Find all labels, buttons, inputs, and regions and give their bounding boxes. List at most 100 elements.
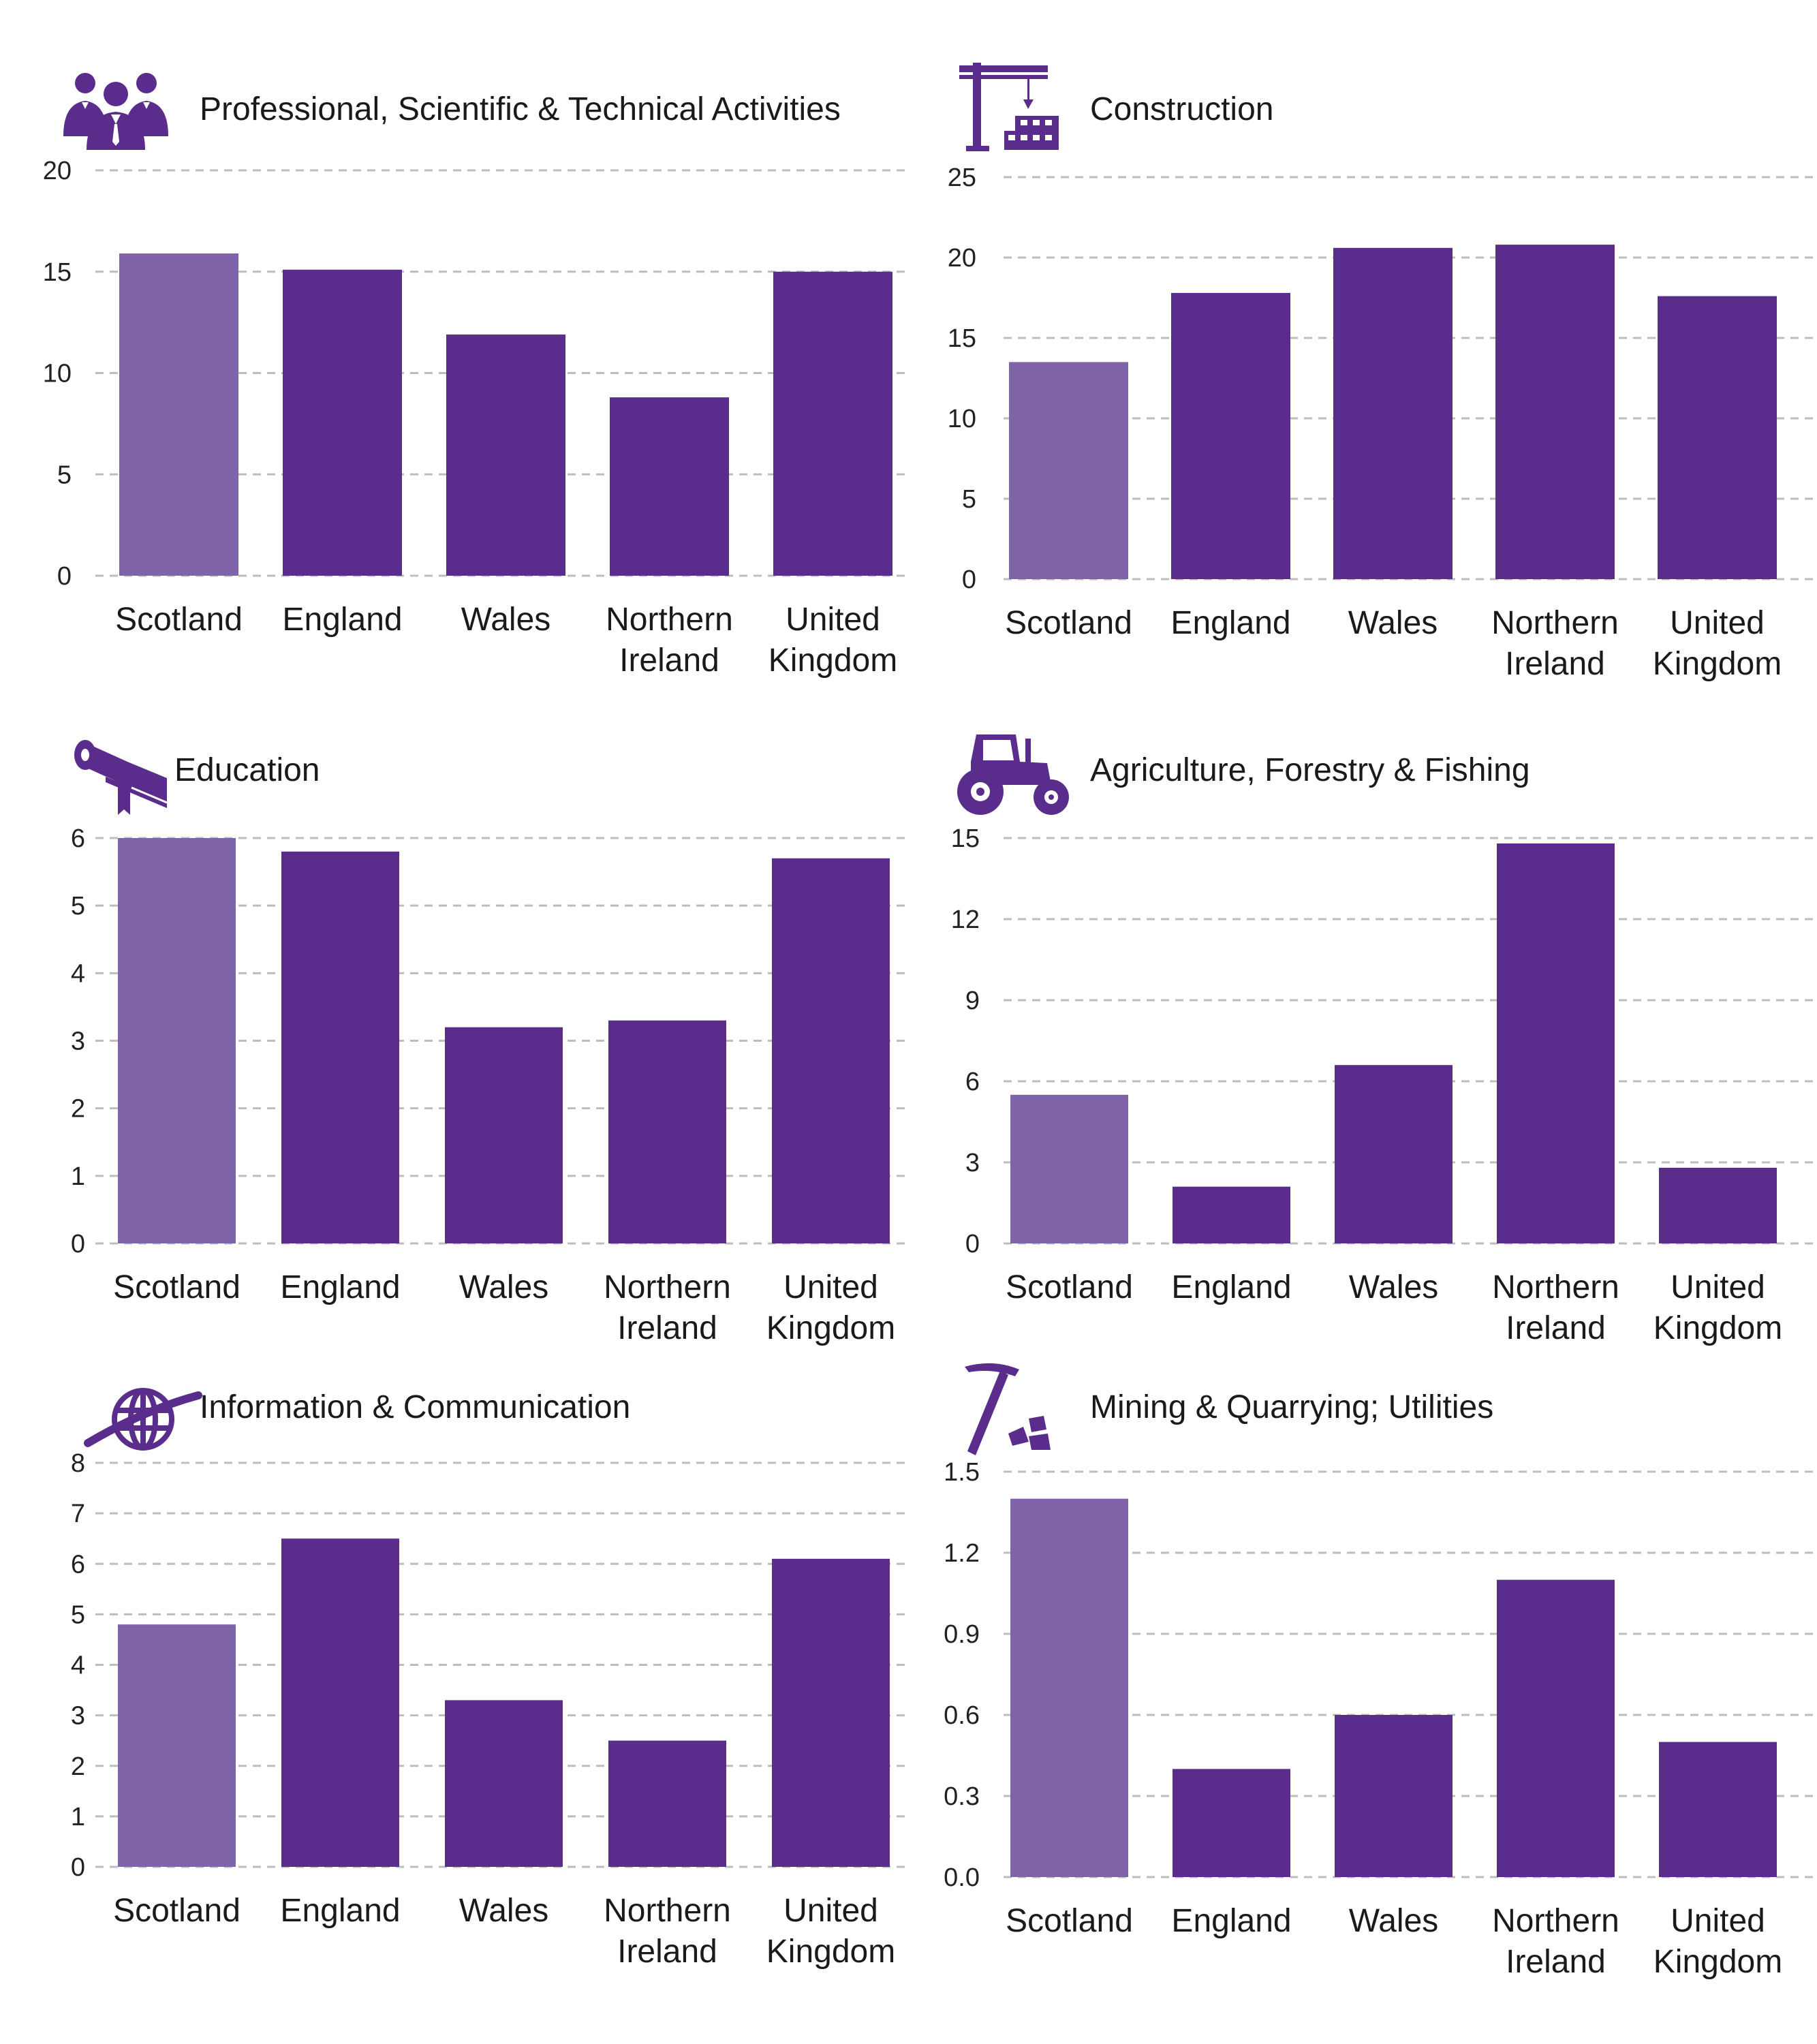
chart-panel-education: Education 0 1 2 3 4 5 6 Scotland England Wales Nor… <box>0 668 908 1346</box>
chart-panel-construction: Construction 0 5 10 15 20 25 Scotland England Wa… <box>908 0 1816 682</box>
x-category-label: United Kingdom <box>1653 1903 1782 1980</box>
bar <box>1171 292 1290 579</box>
y-tick-label: 12 <box>951 905 980 934</box>
x-category-label: Scotland <box>1005 605 1132 641</box>
y-tick-label: 6 <box>71 1550 85 1579</box>
bar <box>1010 1094 1128 1243</box>
bar <box>118 838 236 1243</box>
y-tick-label: 1.2 <box>944 1539 980 1568</box>
y-tick-label: 10 <box>43 360 72 388</box>
y-tick-label: 4 <box>71 959 85 988</box>
x-category-label: Northern Ireland <box>606 602 733 679</box>
pickaxe-icon <box>952 1356 1082 1458</box>
x-category-label-line: Kingdom <box>1653 1944 1782 1980</box>
x-category-label-line: Northern <box>606 602 733 638</box>
x-category-label: Scotland <box>113 1893 240 1929</box>
bar <box>445 1027 563 1243</box>
x-category-label: Wales <box>461 602 551 638</box>
bar <box>772 1558 890 1867</box>
x-category-label-line: Wales <box>1349 1269 1439 1305</box>
y-tick-label: 15 <box>948 324 976 353</box>
x-category-label: United Kingdom <box>1653 1269 1782 1346</box>
x-category-label-line: Northern <box>1492 1903 1619 1939</box>
bar <box>1659 1741 1777 1877</box>
bar <box>608 1740 726 1867</box>
x-category-label-line: Wales <box>459 1893 549 1929</box>
professionals-group-icon <box>51 61 181 164</box>
globe-icon <box>78 1368 208 1470</box>
x-category-label: England <box>282 602 402 638</box>
x-category-label-line: Wales <box>1349 1903 1439 1939</box>
bar <box>283 269 402 576</box>
y-tick-label: 20 <box>948 244 976 273</box>
x-category-label-line: Kingdom <box>766 1310 895 1346</box>
x-category-label-line: Northern <box>604 1893 731 1929</box>
y-tick-label: 20 <box>43 157 72 185</box>
chart-title: Information & Communication <box>200 1389 631 1425</box>
bar <box>445 1700 563 1867</box>
y-tick-label: 3 <box>71 1702 85 1731</box>
x-category-label: Wales <box>1349 1269 1439 1305</box>
x-category-label: England <box>1170 605 1290 641</box>
y-tick-label: 4 <box>71 1652 85 1680</box>
bar-chart: 0 1 2 3 4 5 6 7 8 Scotland England Wales Northern Ire… <box>71 1449 906 1970</box>
x-category-label-line: England <box>280 1893 400 1929</box>
x-category-label-line: Ireland <box>619 642 719 679</box>
x-category-label-line: United <box>783 1269 878 1305</box>
x-category-label-line: Wales <box>1348 605 1438 641</box>
x-category-label: Northern Ireland <box>604 1269 731 1346</box>
x-category-label: Northern Ireland <box>1492 1903 1619 1980</box>
y-tick-label: 0 <box>71 1230 85 1258</box>
construction-crane-icon <box>952 56 1082 158</box>
y-tick-label: 7 <box>71 1500 85 1528</box>
x-category-label: United Kingdom <box>766 1893 895 1970</box>
x-category-label-line: United <box>783 1893 878 1929</box>
x-category-label-line: England <box>280 1269 400 1305</box>
x-category-label: United Kingdom <box>768 602 897 679</box>
x-category-label-line: Wales <box>461 602 551 638</box>
bar <box>281 1538 399 1867</box>
y-tick-label: 1 <box>71 1162 85 1191</box>
y-tick-label: 0.0 <box>944 1863 980 1892</box>
chart-title: Construction <box>1090 91 1274 127</box>
bar <box>118 1624 236 1867</box>
bar <box>1009 362 1128 579</box>
x-category-label: Scotland <box>1006 1269 1133 1305</box>
x-category-label: England <box>280 1269 400 1305</box>
x-category-label-line: Scotland <box>1006 1903 1133 1939</box>
x-category-label-line: United <box>1671 1903 1765 1939</box>
bar <box>773 271 892 576</box>
chart-title: Education <box>174 752 320 788</box>
y-tick-label: 5 <box>962 485 976 514</box>
x-category-label-line: Northern <box>1492 1269 1619 1305</box>
x-category-label-line: Ireland <box>617 1310 717 1346</box>
x-category-label: United Kingdom <box>766 1269 895 1346</box>
bar-chart: 0 3 6 9 12 15 Scotland England Wales Northern Irel… <box>951 824 1814 1346</box>
x-category-label-line: Kingdom <box>1653 1310 1782 1346</box>
y-tick-label: 1 <box>71 1803 85 1831</box>
x-category-label-line: United <box>1671 1269 1765 1305</box>
bar <box>119 253 238 576</box>
x-category-label: England <box>280 1893 400 1929</box>
chart-panel-professional: Professional, Scientific & Technical Act… <box>0 0 908 679</box>
bar <box>281 851 399 1243</box>
chart-title: Professional, Scientific & Technical Act… <box>200 91 841 127</box>
chart-panel-mining: Mining & Quarrying; Utilities 0.0 0.3 0.6 0… <box>908 1335 1816 2003</box>
x-category-label: Scotland <box>115 602 243 638</box>
x-category-label-line: Scotland <box>113 1269 240 1305</box>
x-category-label: Scotland <box>1006 1903 1133 1939</box>
bar <box>772 858 890 1243</box>
y-tick-label: 0 <box>71 1853 85 1882</box>
x-category-label: United Kingdom <box>1653 605 1782 682</box>
chart-panel-agriculture: Agriculture, Forestry & Fishing 0 3 6 9 12 15… <box>908 668 1816 1346</box>
x-category-label-line: Scotland <box>113 1893 240 1929</box>
bar <box>1659 1167 1777 1243</box>
tractor-icon <box>949 722 1078 824</box>
book-scroll-icon <box>65 729 194 831</box>
x-category-label: Wales <box>1349 1903 1439 1939</box>
x-category-label-line: England <box>1171 1269 1291 1305</box>
y-tick-label: 2 <box>71 1752 85 1781</box>
bar-chart: 0 1 2 3 4 5 6 Scotland England Wales Northern Irela… <box>71 824 906 1346</box>
bar <box>1658 296 1777 579</box>
